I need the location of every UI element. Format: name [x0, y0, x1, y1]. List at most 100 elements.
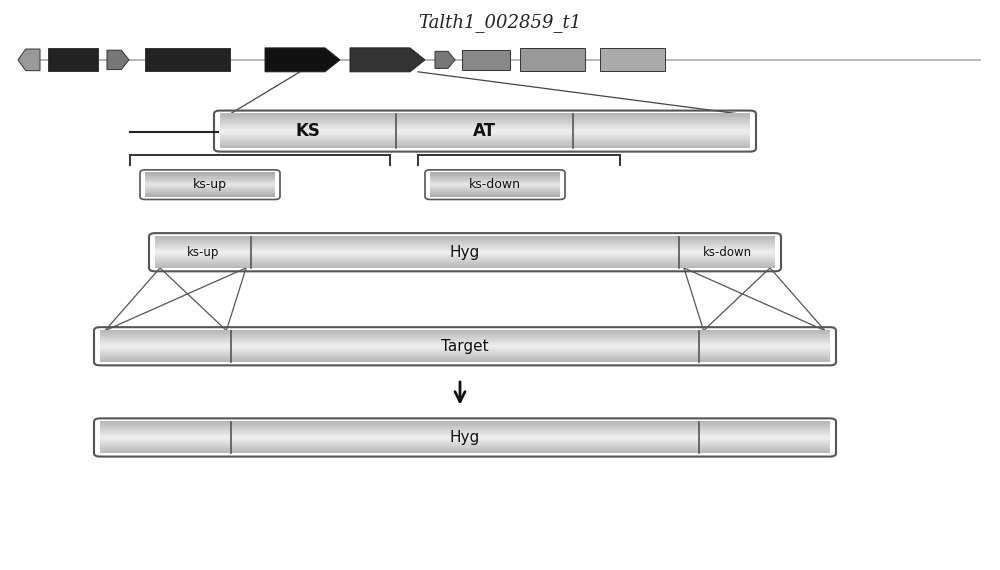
Bar	[100, 355, 830, 356]
Bar	[220, 115, 750, 117]
Bar	[155, 259, 775, 260]
Bar	[145, 180, 275, 181]
Bar	[220, 146, 750, 148]
Bar	[100, 338, 830, 339]
Bar	[100, 445, 830, 446]
Bar	[145, 48, 230, 71]
Bar	[100, 421, 830, 422]
Bar	[430, 176, 560, 177]
Bar	[155, 251, 775, 252]
Bar	[145, 184, 275, 186]
Bar	[155, 253, 775, 255]
Bar	[100, 426, 830, 428]
Bar	[220, 130, 750, 131]
Bar	[100, 433, 830, 434]
Bar	[155, 263, 775, 264]
Bar	[100, 333, 830, 335]
Bar	[155, 260, 775, 262]
Bar	[100, 432, 830, 434]
Bar	[100, 437, 830, 438]
Bar	[520, 48, 585, 71]
Bar	[155, 244, 775, 245]
Bar	[430, 190, 560, 192]
Bar	[155, 259, 775, 261]
Bar	[100, 444, 830, 445]
Bar	[100, 347, 830, 348]
Bar	[155, 263, 775, 264]
Bar	[155, 249, 775, 251]
Bar	[220, 141, 750, 142]
Bar	[145, 190, 275, 192]
Bar	[220, 121, 750, 123]
Bar	[220, 136, 750, 137]
Bar	[155, 252, 775, 253]
Bar	[100, 434, 830, 436]
Bar	[145, 189, 275, 190]
Bar	[100, 430, 830, 431]
Bar	[100, 351, 830, 352]
Bar	[430, 186, 560, 188]
Bar	[220, 117, 750, 119]
Bar	[100, 450, 830, 451]
Bar	[155, 254, 775, 255]
Bar	[220, 132, 750, 134]
Bar	[145, 185, 275, 187]
Bar	[100, 336, 830, 337]
Bar	[100, 429, 830, 430]
Bar	[155, 245, 775, 247]
Bar	[220, 127, 750, 129]
Bar	[430, 178, 560, 180]
Bar	[145, 181, 275, 182]
Bar	[100, 355, 830, 356]
Bar	[48, 48, 98, 71]
Bar	[145, 178, 275, 180]
Bar	[155, 248, 775, 249]
Bar	[430, 172, 560, 174]
Bar	[220, 135, 750, 136]
Polygon shape	[265, 48, 340, 72]
Bar	[100, 360, 830, 361]
Bar	[100, 356, 830, 357]
Bar	[100, 340, 830, 341]
Bar	[145, 192, 275, 193]
Bar	[155, 241, 775, 242]
Bar	[145, 188, 275, 189]
Bar	[155, 265, 775, 266]
Bar	[155, 257, 775, 259]
Bar	[220, 120, 750, 122]
Bar	[100, 359, 830, 360]
Bar	[100, 359, 830, 360]
Bar	[100, 422, 830, 424]
Bar	[155, 242, 775, 243]
Bar	[100, 335, 830, 336]
Bar	[220, 120, 750, 121]
Bar	[220, 116, 750, 117]
Bar	[220, 128, 750, 129]
Bar	[100, 438, 830, 440]
Bar	[100, 345, 830, 346]
Bar	[100, 424, 830, 425]
Bar	[155, 258, 775, 259]
Bar	[155, 239, 775, 241]
Bar	[155, 255, 775, 256]
Bar	[100, 353, 830, 354]
Polygon shape	[107, 50, 129, 70]
Bar	[220, 118, 750, 119]
Bar	[145, 172, 275, 174]
Bar	[100, 451, 830, 453]
Bar	[600, 48, 665, 71]
Bar	[220, 127, 750, 128]
Bar	[100, 441, 830, 442]
Bar	[100, 449, 830, 451]
Bar	[430, 181, 560, 182]
Bar	[100, 337, 830, 339]
Bar	[100, 351, 830, 352]
Bar	[430, 180, 560, 181]
Bar	[220, 115, 750, 116]
Text: Hyg: Hyg	[450, 430, 480, 445]
Bar	[220, 133, 750, 135]
Bar	[220, 125, 750, 126]
Bar	[220, 144, 750, 145]
Text: Talth1_002859_t1: Talth1_002859_t1	[418, 13, 582, 32]
Bar	[100, 448, 830, 449]
